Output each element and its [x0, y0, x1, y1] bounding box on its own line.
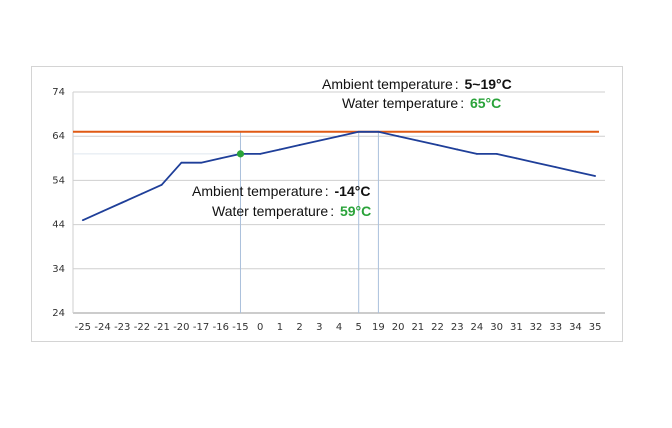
middle-water-label: Water temperature — [212, 203, 329, 219]
x-tick-label-19: 19 — [372, 322, 385, 333]
top-ambient-sep: : — [454, 76, 459, 92]
data-point-31 — [515, 157, 518, 160]
x-tick-label-32: 32 — [530, 322, 543, 333]
middle-ambient-label: Ambient temperature — [192, 183, 323, 199]
middle-water-annotation: Water temperature: 59°C — [212, 203, 371, 219]
x-tick-label--17: -17 — [193, 322, 209, 333]
y-tick-label-34: 34 — [52, 264, 65, 275]
data-point--24 — [101, 210, 104, 213]
x-tick-label--25: -25 — [75, 322, 91, 333]
data-point-24 — [476, 152, 478, 155]
x-tick-label-5: 5 — [356, 322, 362, 333]
x-tick-label-33: 33 — [549, 322, 562, 333]
x-tick-label-1: 1 — [277, 322, 283, 333]
top-water-annotation: Water temperature: 65°C — [342, 95, 501, 111]
top-water-sep: : — [460, 95, 465, 111]
x-tick-label-30: 30 — [490, 322, 503, 333]
data-point-0 — [259, 152, 262, 155]
data-point-2 — [298, 144, 301, 146]
data-point-35 — [594, 175, 597, 177]
x-tick-label--24: -24 — [94, 322, 110, 333]
x-tick-label-24: 24 — [471, 322, 484, 333]
data-point-4 — [338, 135, 340, 138]
data-point--22 — [141, 192, 143, 195]
data-point-19 — [377, 130, 380, 133]
chart-frame: 74 64 54 44 34 24 -25 -24 -23 -22 -21 -20 -17 -16 -15 0… — [31, 66, 623, 342]
x-tick-label-23: 23 — [451, 322, 464, 333]
data-point-1 — [278, 148, 281, 151]
middle-ambient-sep: : — [324, 183, 329, 199]
y-tick-label-64: 64 — [52, 131, 65, 142]
x-tick-label-3: 3 — [316, 322, 322, 333]
y-tick-label-74: 74 — [52, 87, 65, 98]
x-tick-label--22: -22 — [134, 322, 150, 333]
top-ambient-annotation: Ambient temperature: 5~19°C — [322, 76, 512, 92]
data-point--16 — [219, 157, 222, 160]
top-ambient-value: 5~19°C — [464, 76, 512, 92]
data-point-22 — [436, 144, 439, 146]
x-tick-label-21: 21 — [411, 322, 424, 333]
data-point--20 — [180, 161, 183, 164]
x-tick-label-4: 4 — [336, 322, 342, 333]
x-tick-label--21: -21 — [153, 322, 169, 333]
x-tick-label-31: 31 — [510, 322, 523, 333]
data-point-3 — [318, 139, 321, 142]
data-point-5 — [357, 130, 360, 133]
y-tick-label-44: 44 — [52, 220, 65, 231]
middle-ambient-value: -14°C — [334, 183, 371, 199]
x-tick-label-34: 34 — [569, 322, 582, 333]
x-tick-label--16: -16 — [213, 322, 229, 333]
top-water-value: 65°C — [469, 95, 502, 111]
x-tick-label-0: 0 — [257, 322, 263, 333]
middle-water-value: 59°C — [339, 203, 372, 219]
y-tick-label-24: 24 — [52, 308, 65, 319]
data-point-32 — [535, 161, 537, 164]
data-point-30 — [495, 152, 498, 155]
top-ambient-label: Ambient temperature — [322, 76, 453, 92]
middle-ambient-annotation: Ambient temperature: -14°C — [192, 183, 370, 199]
data-point-20 — [397, 135, 400, 138]
y-tick-label-54: 54 — [52, 175, 65, 186]
data-point-21 — [416, 139, 419, 142]
data-point--21 — [160, 183, 163, 186]
data-point-33 — [554, 166, 557, 169]
x-tick-label--15: -15 — [232, 322, 248, 333]
data-point--23 — [121, 201, 124, 204]
top-water-label: Water temperature — [342, 95, 459, 111]
x-tick-label--20: -20 — [173, 322, 189, 333]
middle-water-sep: : — [330, 203, 335, 219]
data-point-23 — [456, 148, 459, 151]
data-point--25 — [81, 219, 84, 222]
x-tick-label--23: -23 — [114, 322, 130, 333]
x-tick-label-20: 20 — [392, 322, 405, 333]
data-point--17 — [200, 161, 202, 164]
x-tick-label-2: 2 — [296, 322, 302, 333]
highlight-point — [236, 150, 245, 158]
x-tick-label-22: 22 — [431, 322, 444, 333]
x-tick-label-35: 35 — [589, 322, 602, 333]
data-point-34 — [574, 170, 577, 173]
